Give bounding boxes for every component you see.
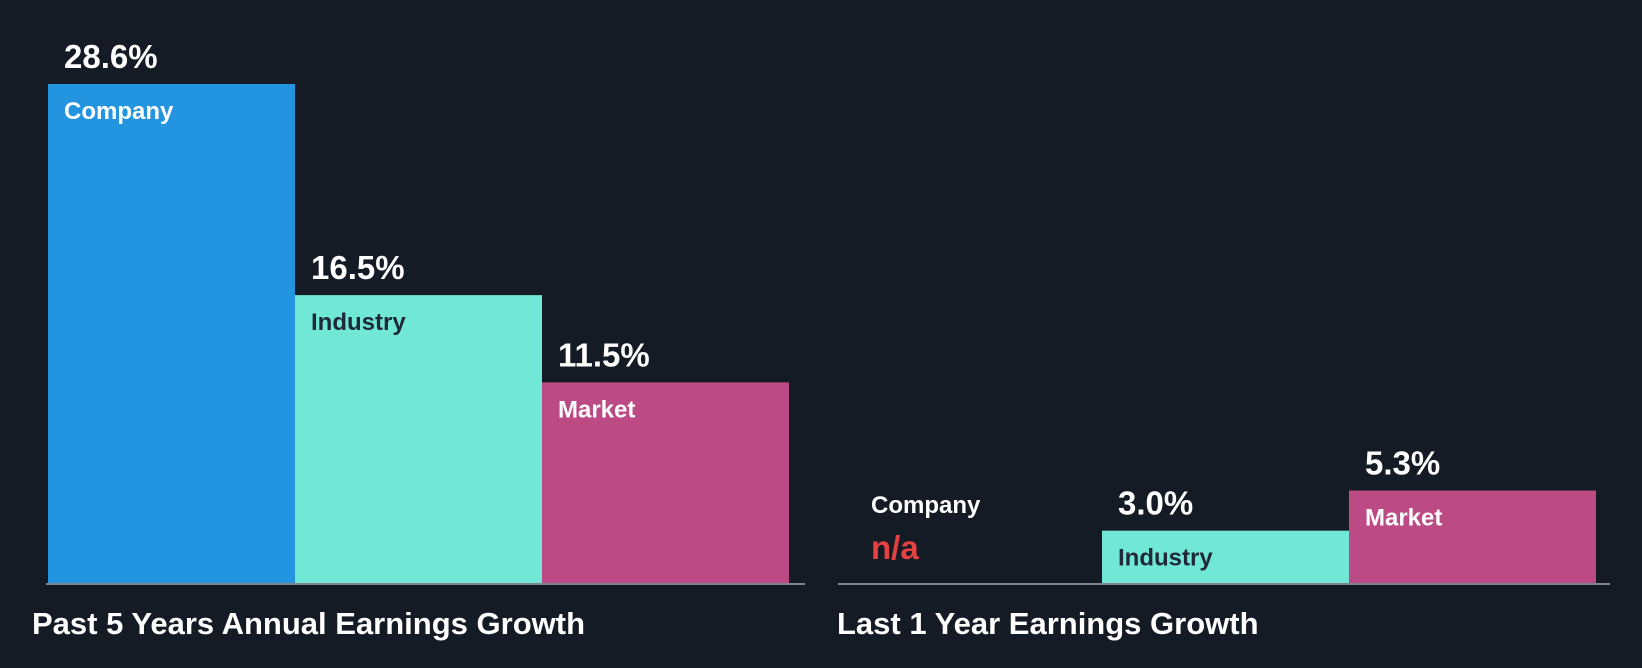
past-5y-category-label-company: Company	[64, 98, 174, 125]
chart-title-last-1-year: Last 1 Year Earnings Growth	[837, 606, 1259, 641]
past-5y-bar-market	[542, 382, 789, 583]
last-1y-bar-market	[1349, 490, 1596, 583]
past-5y-bar-company	[48, 84, 295, 583]
past-5y-category-label-market: Market	[558, 396, 635, 423]
past-5y-value-label-company: 28.6%	[64, 38, 158, 75]
past-5y-bar-industry	[295, 295, 542, 583]
last-1y-category-label-market: Market	[1365, 505, 1442, 532]
last-1y-category-label-industry: Industry	[1118, 545, 1213, 572]
past-5y-value-label-industry: 16.5%	[311, 249, 405, 286]
last-1y-value-label-industry: 3.0%	[1118, 485, 1193, 522]
last-1y-value-label-market: 5.3%	[1365, 445, 1440, 482]
chart-title-past-5-years: Past 5 Years Annual Earnings Growth	[32, 606, 586, 641]
last-1y-value-label-company: n/a	[871, 529, 919, 566]
past-5y-value-label-market: 11.5%	[558, 336, 650, 373]
last-1y-category-label-company: Company	[871, 492, 981, 519]
past-5y-category-label-industry: Industry	[311, 309, 406, 336]
last-1y-bar-industry	[1102, 530, 1349, 583]
